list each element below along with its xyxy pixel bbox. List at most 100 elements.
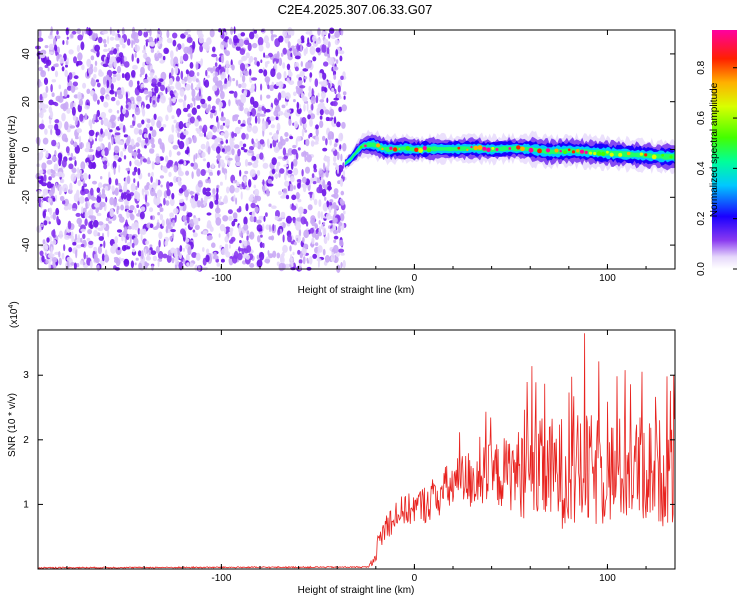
spectrogram-noise-speckle xyxy=(173,56,179,65)
spectrogram-noise-speckle xyxy=(195,127,199,132)
spectrogram-noise-speckle xyxy=(97,146,101,152)
spectrogram-noise-speckle xyxy=(228,99,231,107)
spectrogram-noise-speckle xyxy=(61,66,65,72)
spectrogram-noise-speckle xyxy=(297,38,302,44)
spectrogram-noise-speckle xyxy=(238,38,244,47)
spectrogram-noise-speckle xyxy=(54,44,58,52)
snr-x-tick-label: -100 xyxy=(211,573,231,584)
spectrogram-noise-speckle xyxy=(192,229,196,233)
spectrogram-noise-speckle xyxy=(187,113,192,118)
spectrogram-noise-speckle xyxy=(304,155,307,163)
spectrogram-noise-speckle xyxy=(210,67,214,74)
spectrogram-noise-speckle xyxy=(75,173,82,179)
spectrogram-noise-speckle xyxy=(332,147,336,151)
spectrogram-noise-speckle xyxy=(123,155,127,160)
spectrogram-noise-speckle xyxy=(239,140,243,147)
spectrogram-noise-speckle xyxy=(112,160,117,170)
spectrogram-noise-speckle xyxy=(335,49,339,57)
spectrogram-noise-speckle xyxy=(310,215,316,223)
spectrogram-noise-speckle xyxy=(165,200,170,206)
spectrogram-noise-speckle xyxy=(337,93,341,98)
spectrogram-noise-speckle xyxy=(229,239,234,244)
colorbar-tick-label: 0.8 xyxy=(696,60,707,74)
spectrogram-noise-speckle xyxy=(309,72,313,78)
spectrogram-noise-speckle xyxy=(324,255,330,263)
spectrogram-noise-speckle xyxy=(300,44,303,53)
spectrogram-noise-speckle xyxy=(211,105,216,111)
spectrogram-noise-speckle xyxy=(213,251,217,256)
spectrogram-noise-speckle xyxy=(62,200,66,205)
spectrogram-noise-speckle xyxy=(178,170,184,177)
spectrogram-noise-speckle xyxy=(134,159,140,166)
spectrogram-noise-speckle xyxy=(128,209,134,213)
spectrogram-noise-speckle xyxy=(233,91,238,98)
spectrogram-noise-speckle xyxy=(99,243,103,247)
spectrogram-noise-speckle xyxy=(55,207,60,216)
spectrogram-noise-speckle xyxy=(70,33,74,38)
spectrogram-noise-speckle xyxy=(84,218,88,226)
spectrogram-noise-speckle xyxy=(103,43,107,48)
spectrogram-noise-speckle xyxy=(180,228,186,235)
spectrogram-noise-speckle xyxy=(265,212,268,217)
spectrogram-noise-speckle xyxy=(190,82,194,91)
spectrogram-noise-speckle xyxy=(323,221,326,226)
spectrogram-noise-speckle xyxy=(88,161,94,170)
spectrogram-noise-speckle xyxy=(325,116,330,122)
spectrogram-noise-speckle xyxy=(152,226,159,230)
spectrogram-noise-speckle xyxy=(191,252,198,258)
spectrogram-noise-speckle xyxy=(102,63,109,68)
snr-y-tick-label: 1 xyxy=(23,499,29,510)
spectrogram-noise-speckle xyxy=(291,194,297,201)
spectrogram-noise-speckle xyxy=(74,160,77,167)
spectrogram-noise-speckle xyxy=(254,33,259,39)
spectrogram-noise-speckle xyxy=(160,126,164,131)
spectrogram-noise-speckle xyxy=(328,57,335,65)
spectrogram-noise-speckle xyxy=(106,96,110,101)
spectrogram-noise-speckle xyxy=(241,181,244,188)
spectrogram-noise-speckle xyxy=(185,253,190,263)
spectrogram-noise-speckle xyxy=(260,83,263,91)
spectrogram-noise-speckle xyxy=(235,99,238,105)
spectrogram-noise-speckle xyxy=(337,85,341,93)
spectrogram-noise-speckle xyxy=(44,128,48,135)
spectrogram-noise-speckle xyxy=(87,67,94,75)
spectrogram-noise-speckle xyxy=(80,175,84,180)
spectrogram-noise-speckle xyxy=(101,193,106,199)
spectrogram-noise-speckle xyxy=(90,122,93,130)
spectrogram-noise-speckle xyxy=(280,90,286,99)
spectrogram-noise-speckle xyxy=(59,195,65,202)
spectrogram-noise-speckle xyxy=(136,204,140,208)
spectrogram-noise-speckle xyxy=(59,56,65,64)
spectrogram-noise-speckle xyxy=(68,163,74,170)
spectrogram-noise-speckle xyxy=(116,229,123,233)
spectrogram-noise-speckle xyxy=(159,78,164,82)
spectrogram-noise-speckle xyxy=(286,109,292,113)
spectrogram-noise-speckle xyxy=(178,121,184,130)
spectrogram-noise-speckle xyxy=(120,258,125,262)
spectrogram-noise-speckle xyxy=(291,263,294,268)
spectrogram-noise-speckle xyxy=(89,154,93,161)
spectrogram-noise-speckle xyxy=(289,136,294,140)
spectrogram-noise-speckle xyxy=(88,215,94,219)
spectrogram-noise-speckle xyxy=(333,209,337,217)
spectrogram-noise-speckle xyxy=(224,227,227,234)
spectrogram-noise-speckle xyxy=(125,91,128,101)
spectrogram-noise-speckle xyxy=(322,248,326,256)
spectrogram-noise-speckle xyxy=(145,137,149,144)
spectrogram-noise-speckle xyxy=(72,156,77,161)
spectrogram-ridge-peak xyxy=(364,144,367,148)
spectrogram-noise-speckle xyxy=(37,176,44,180)
spectrogram-noise-speckle xyxy=(142,158,147,163)
spectrogram-noise-speckle xyxy=(149,223,154,229)
spectrogram-noise-speckle xyxy=(198,36,205,44)
spectrogram-noise-speckle xyxy=(142,53,148,59)
spectrogram-noise-speckle xyxy=(278,57,283,66)
spectrogram-noise-speckle xyxy=(257,106,262,112)
spectrogram-noise-speckle xyxy=(258,68,264,74)
spectrogram-noise-speckle xyxy=(192,200,195,204)
spectrogram-noise-speckle xyxy=(255,138,259,142)
spectrogram-noise-speckle xyxy=(285,166,289,176)
spectrogram-noise-speckle xyxy=(41,92,48,99)
spectrogram-noise-speckle xyxy=(97,36,103,44)
spectrogram-noise-speckle xyxy=(302,248,306,256)
